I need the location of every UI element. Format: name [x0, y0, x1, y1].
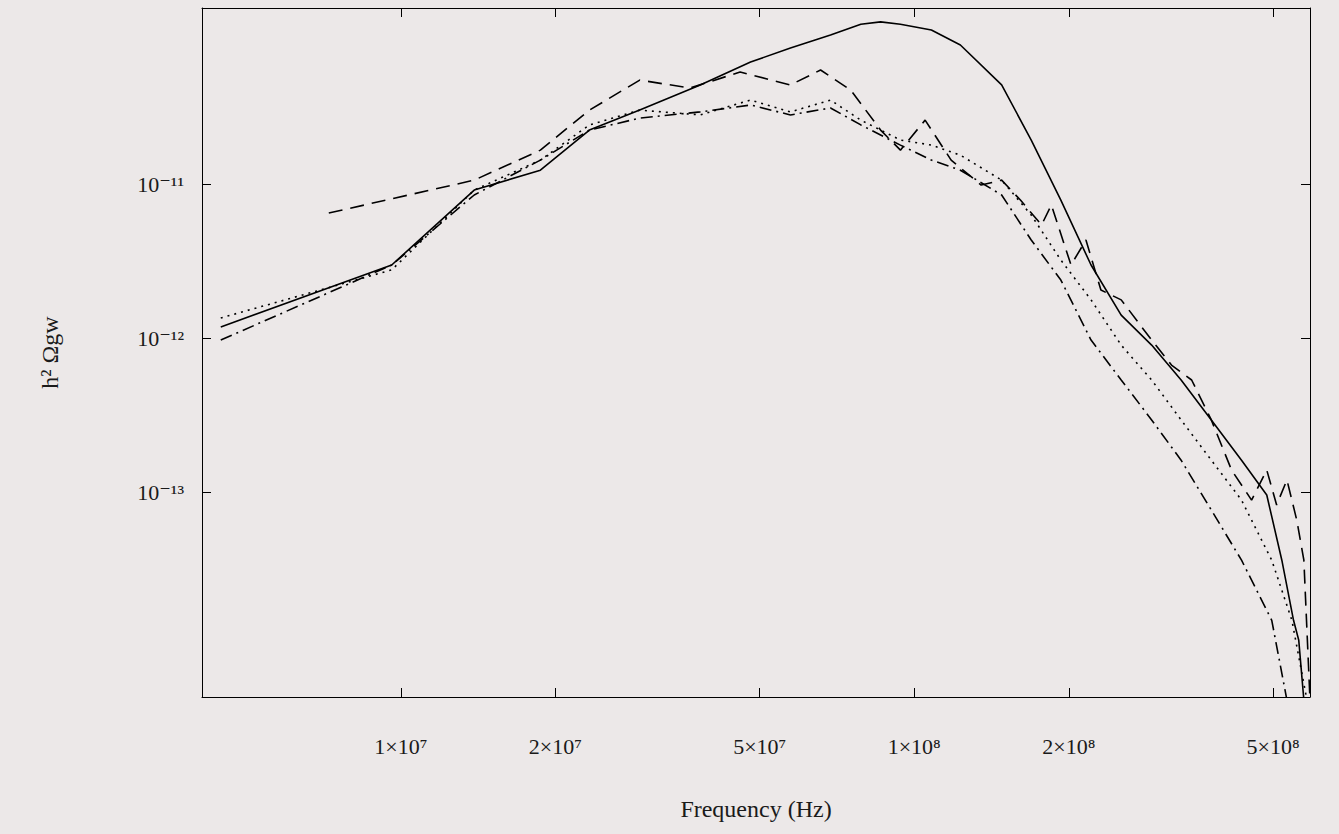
svg-text:10⁻¹¹: 10⁻¹¹ [137, 172, 184, 197]
svg-text:Frequency (Hz): Frequency (Hz) [680, 796, 831, 822]
svg-text:2×10⁸: 2×10⁸ [1042, 734, 1095, 759]
svg-text:5×10⁷: 5×10⁷ [733, 734, 786, 759]
svg-text:h² Ωgw: h² Ωgw [37, 316, 63, 389]
svg-text:5×10⁸: 5×10⁸ [1247, 734, 1300, 759]
svg-text:10⁻¹²: 10⁻¹² [137, 326, 184, 351]
svg-text:10⁻¹³: 10⁻¹³ [137, 480, 184, 505]
svg-text:1×10⁷: 1×10⁷ [374, 734, 427, 759]
svg-text:2×10⁷: 2×10⁷ [529, 734, 582, 759]
svg-text:1×10⁸: 1×10⁸ [888, 734, 941, 759]
